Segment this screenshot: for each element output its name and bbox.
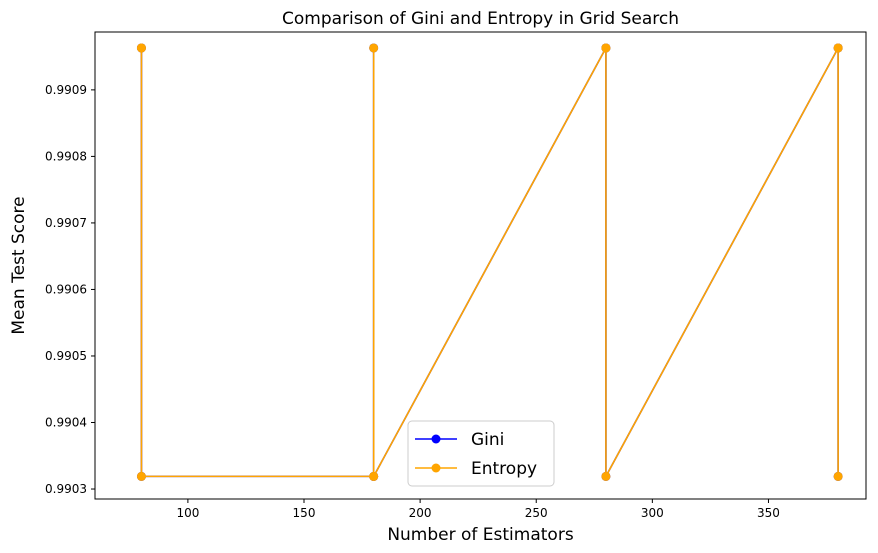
y-axis-label: Mean Test Score xyxy=(9,196,29,334)
x-tick-label: 200 xyxy=(409,506,432,520)
legend-items: Gini Entropy xyxy=(415,430,537,479)
x-axis-label: Number of Estimators xyxy=(387,525,574,545)
x-tick-label: 250 xyxy=(525,506,548,520)
legend-box xyxy=(407,420,555,487)
y-tick-label: 0.9904 xyxy=(45,415,87,429)
data-point-entropy xyxy=(601,471,611,481)
x-tick-label: 150 xyxy=(293,506,316,520)
data-point-entropy xyxy=(369,471,379,481)
legend-label-gini: Gini xyxy=(471,430,504,450)
legend-marker-entropy xyxy=(431,463,441,473)
data-point-entropy xyxy=(833,471,843,481)
data-point-entropy xyxy=(369,43,379,53)
plot-frame xyxy=(94,31,867,500)
series-layer xyxy=(136,43,843,481)
axis-layer: 100 150 200 250 300 350 0.9903 0.9904 0.9905 0.99… xyxy=(45,83,780,520)
y-tick-label: 0.9906 xyxy=(45,282,87,296)
data-point-entropy xyxy=(136,471,146,481)
x-tick-label: 300 xyxy=(641,506,664,520)
series-line-entropy xyxy=(140,47,839,478)
x-tick-label: 100 xyxy=(176,506,199,520)
y-tick-label: 0.9905 xyxy=(45,349,87,363)
data-point-entropy xyxy=(833,43,843,53)
y-tick-label: 0.9907 xyxy=(45,216,87,230)
y-tick-label: 0.9903 xyxy=(45,482,87,496)
y-tick-label: 0.9909 xyxy=(45,83,87,97)
legend-marker-gini xyxy=(431,434,441,444)
data-point-entropy xyxy=(601,43,611,53)
legend: Gini Entropy xyxy=(407,420,555,487)
chart-title: Comparison of Gini and Entropy in Grid S… xyxy=(282,9,679,29)
data-point-entropy xyxy=(136,43,146,53)
x-tick-label: 350 xyxy=(757,506,780,520)
legend-label-entropy: Entropy xyxy=(471,459,537,479)
y-tick-label: 0.9908 xyxy=(45,149,87,163)
